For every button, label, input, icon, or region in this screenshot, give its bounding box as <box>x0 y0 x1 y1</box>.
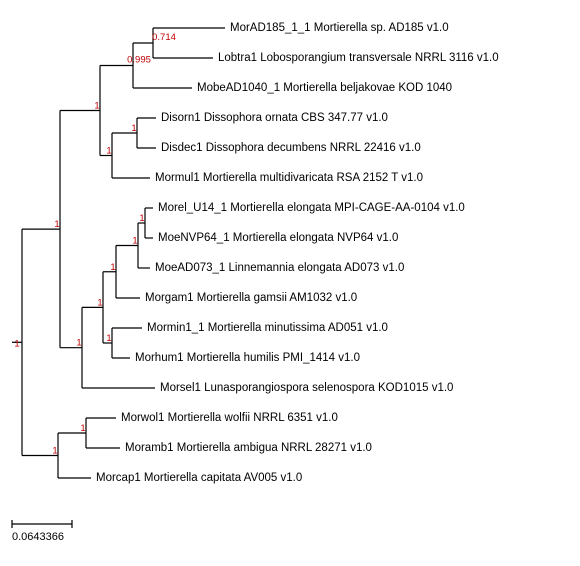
support-value: 1 <box>54 219 59 230</box>
support-value: 1 <box>110 262 115 273</box>
support-value: 1 <box>131 123 136 134</box>
leaf-label: Disorn1 Dissophora ornata CBS 347.77 v1.… <box>161 112 388 124</box>
scale-label: 0.0643366 <box>12 531 64 543</box>
support-value: 1 <box>52 446 57 457</box>
support-value: 1 <box>80 423 85 434</box>
leaf-labels: MorAD185_1_1 Mortierella sp. AD185 v1.0 L… <box>96 22 499 484</box>
support-value: 0.995 <box>127 55 151 66</box>
leaf-label: Morwol1 Mortierella wolfii NRRL 6351 v1.… <box>121 412 338 424</box>
support-value: 1 <box>97 297 102 308</box>
support-value: 1 <box>106 146 111 157</box>
branches <box>12 28 225 478</box>
support-value: 1 <box>14 338 19 349</box>
leaf-label: Morcap1 Mortierella capitata AV005 v1.0 <box>96 472 302 484</box>
phylogenetic-tree: MorAD185_1_1 Mortierella sp. AD185 v1.0 L… <box>0 0 580 566</box>
scale-bar: 0.0643366 <box>12 520 72 543</box>
leaf-label: MoeAD073_1 Linnemannia elongata AD073 v1… <box>155 262 404 274</box>
leaf-label: Moramb1 Mortierella ambigua NRRL 28271 v… <box>125 442 372 454</box>
leaf-label: MorAD185_1_1 Mortierella sp. AD185 v1.0 <box>230 22 449 34</box>
leaf-label: Disdec1 Dissophora decumbens NRRL 22416 … <box>161 142 421 154</box>
support-value: 1 <box>139 213 144 224</box>
support-value: 0.714 <box>152 32 176 43</box>
leaf-label: MobeAD1040_1 Mortierella beljakovae KOD … <box>197 82 452 94</box>
leaf-label: Morgam1 Mortierella gamsii AM1032 v1.0 <box>145 292 357 304</box>
leaf-label: Lobtra1 Lobosporangium transversale NRRL… <box>218 52 499 64</box>
support-value: 1 <box>132 236 137 247</box>
support-value: 1 <box>94 101 99 112</box>
leaf-label: Morel_U14_1 Mortierella elongata MPI-CAG… <box>158 202 465 214</box>
leaf-label: Morsel1 Lunasporangiospora selenospora K… <box>160 382 453 394</box>
support-value: 1 <box>106 333 111 344</box>
leaf-label: MoeNVP64_1 Mortierella elongata NVP64 v1… <box>158 232 398 244</box>
support-value: 1 <box>76 338 81 349</box>
leaf-label: Mormin1_1 Mortierella minutissima AD051 … <box>147 322 388 334</box>
leaf-label: Mormul1 Mortierella multidivaricata RSA … <box>155 172 423 184</box>
leaf-label: Morhum1 Mortierella humilis PMI_1414 v1.… <box>135 352 360 364</box>
support-labels: 0.714 0.995 1 1 1 1 1 1 1 1 1 1 1 1 1 <box>14 32 176 457</box>
